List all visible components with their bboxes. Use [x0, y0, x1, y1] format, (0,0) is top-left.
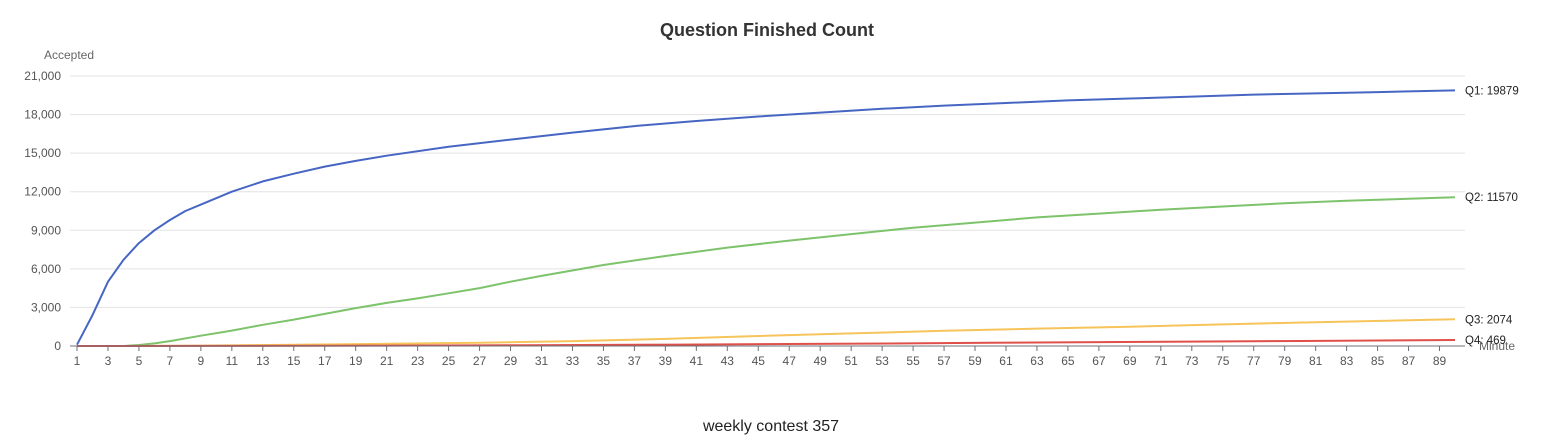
y-tick-label: 21,000 [24, 69, 61, 83]
x-tick-label: 83 [1340, 354, 1354, 368]
end-labels: Q1: 19879 Q2: 11570 Q3: 2074 Q4: 469 [1465, 85, 1519, 347]
end-label-q4: Q4: 469 [1465, 335, 1506, 347]
y-tick-label: 3,000 [31, 300, 61, 314]
grid: 0 3,000 6,000 9,000 12,000 15,000 18,000 21,000 [24, 69, 1465, 353]
x-tick-label: 53 [875, 354, 889, 368]
x-tick-label: 69 [1123, 354, 1137, 368]
x-tick-label: 63 [1030, 354, 1044, 368]
series-line-q4 [76, 339, 1456, 347]
chart-title: Question Finished Count [660, 20, 874, 40]
chart-caption: weekly contest 357 [702, 418, 840, 435]
x-tick-label: 67 [1092, 354, 1106, 368]
x-tick-label: 31 [535, 354, 549, 368]
end-label-q3: Q3: 2074 [1465, 314, 1513, 326]
x-tick-label: 29 [504, 354, 518, 368]
y-tick-label: 18,000 [24, 108, 61, 122]
y-tick-label: 6,000 [31, 262, 61, 276]
x-tick-label: 75 [1216, 354, 1230, 368]
series-line-q2 [77, 196, 1456, 347]
x-tick-label: 43 [721, 354, 735, 368]
x-tick-label: 87 [1402, 354, 1416, 368]
x-tick-label: 19 [349, 354, 363, 368]
x-tick-label: 17 [318, 354, 332, 368]
x-tick-label: 37 [628, 354, 642, 368]
x-tick-label: 61 [999, 354, 1013, 368]
x-tick-label: 45 [752, 354, 766, 368]
x-tick-label: 55 [906, 354, 920, 368]
x-tick-label: 7 [167, 354, 174, 368]
series-line-q1 [76, 89, 1456, 346]
x-tick-label: 65 [1061, 354, 1075, 368]
x-tick-label: 59 [968, 354, 982, 368]
end-label-q1: Q1: 19879 [1465, 85, 1519, 97]
x-tick-label: 15 [287, 354, 301, 368]
y-tick-label: 0 [54, 339, 61, 353]
x-tick-label: 89 [1433, 354, 1447, 368]
x-tick-label: 3 [105, 354, 112, 368]
x-tick-label: 27 [473, 354, 487, 368]
x-tick-label: 1 [74, 354, 81, 368]
x-tick-label: 41 [690, 354, 704, 368]
x-tick-label: 49 [814, 354, 828, 368]
x-tick-label: 73 [1185, 354, 1199, 368]
x-tick-label: 79 [1278, 354, 1292, 368]
x-tick-label: 71 [1154, 354, 1168, 368]
x-tick-label: 39 [659, 354, 673, 368]
x-tick-label: 77 [1247, 354, 1261, 368]
x-axis-label: Minute [1479, 339, 1515, 353]
x-tick-label: 13 [256, 354, 270, 368]
x-tick-label: 11 [226, 354, 239, 368]
y-axis-label: Accepted [44, 48, 94, 62]
x-tick-label: 5 [136, 354, 143, 368]
x-tick-label: 85 [1371, 354, 1385, 368]
y-tick-label: 15,000 [24, 146, 61, 160]
end-label-q2: Q2: 11570 [1465, 192, 1518, 204]
x-tick-label: 35 [597, 354, 611, 368]
y-tick-label: 12,000 [24, 185, 61, 199]
x-tick-label: 23 [411, 354, 425, 368]
x-tick-label: 25 [442, 354, 456, 368]
y-tick-label: 9,000 [31, 223, 61, 237]
x-tick-label: 81 [1309, 354, 1323, 368]
x-axis: 1 3 5 7 9 11 13 15 17 19 21 23 25 27 29 31 33 35 37 39 41 43 4… [70, 345, 1465, 368]
x-tick-label: 21 [380, 354, 394, 368]
x-tick-label: 47 [783, 354, 797, 368]
x-tick-label: 9 [198, 354, 205, 368]
x-tick-label: 33 [566, 354, 580, 368]
x-tick-label: 57 [937, 354, 951, 368]
x-tick-label: 51 [844, 354, 858, 368]
